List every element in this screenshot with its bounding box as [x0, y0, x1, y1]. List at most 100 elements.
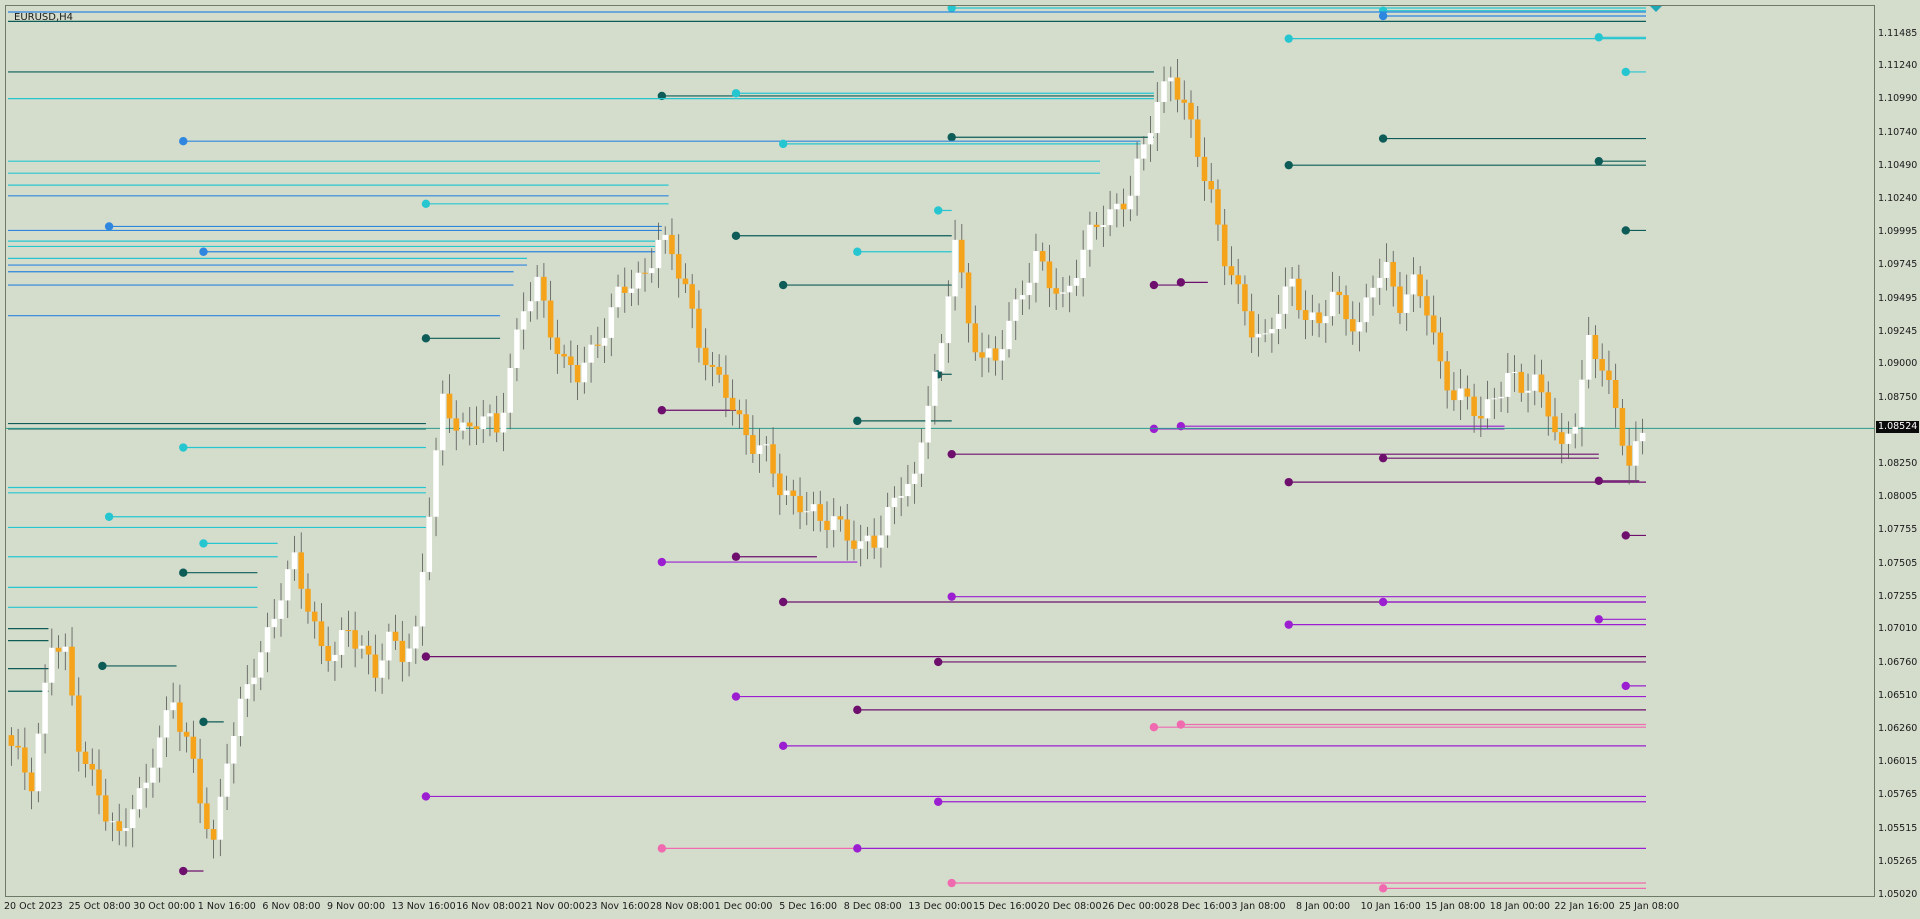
candle-body [756, 445, 763, 454]
candle-body [1350, 319, 1356, 332]
candle-body [1201, 156, 1208, 182]
candle-body [635, 272, 642, 289]
candle-body [1336, 291, 1343, 296]
candle-body [136, 788, 143, 810]
level-marker [104, 512, 114, 521]
candle-body [1619, 407, 1626, 446]
candle-body [325, 646, 331, 661]
candle-body [76, 695, 82, 752]
time-label: 28 Dec 16:00 [1166, 901, 1231, 912]
price-label: 1.09000 [1878, 358, 1918, 370]
candle-body [1457, 388, 1464, 401]
level-marker [853, 247, 862, 256]
level-marker [731, 231, 741, 240]
candle-body [588, 344, 594, 363]
candle-body [1154, 101, 1161, 134]
candle-body [399, 640, 406, 662]
level-marker [1594, 33, 1604, 42]
candle-body [1215, 189, 1221, 225]
time-label: 25 Oct 08:00 [68, 901, 131, 912]
candle-body [1633, 441, 1639, 466]
candle-body [568, 356, 574, 366]
candle-body [864, 535, 871, 542]
level-marker [421, 652, 431, 661]
price-axis[interactable]: 1.11485 1.11240 1.10990 1.10740 1.10490 1.102… [1874, 5, 1920, 900]
candle-body [1403, 294, 1410, 313]
candle-body [790, 490, 797, 496]
candle-body [1012, 299, 1019, 321]
candle-body [1505, 372, 1511, 397]
candle-body [1525, 390, 1531, 393]
level-marker [853, 844, 862, 853]
candle-body [1471, 396, 1477, 417]
level-marker [778, 741, 788, 751]
time-label: 10 Jan 16:00 [1360, 901, 1421, 912]
candle-body [1228, 266, 1235, 276]
candle-body [507, 367, 513, 413]
level-marker [1378, 453, 1388, 463]
candle-body [797, 495, 803, 513]
candle-body [729, 397, 736, 411]
candle-body [918, 442, 925, 474]
candle-body [1019, 295, 1026, 300]
candle-body [1410, 274, 1417, 295]
candle-body [210, 829, 217, 840]
candle-body [251, 677, 257, 685]
candle-body [1356, 322, 1363, 332]
price-label: 1.07505 [1878, 557, 1918, 569]
candle-body [177, 702, 183, 732]
candle-body [318, 621, 325, 647]
candle-body [648, 268, 655, 274]
candle-body [284, 569, 291, 601]
candle-body [723, 374, 729, 398]
plot-area[interactable]: EURUSD,H4 [5, 5, 1875, 897]
candle-body [520, 311, 527, 330]
candle-body [696, 308, 702, 348]
level-marker [1378, 597, 1388, 607]
candle-body [750, 435, 756, 454]
candle-body [1033, 251, 1039, 283]
time-axis[interactable]: 20 Oct 2023 25 Oct 08:00 30 Oct 00:00 1 Nov… [0, 897, 1874, 919]
level-marker [1594, 615, 1604, 624]
candle-body [1134, 158, 1140, 196]
candle-body [938, 343, 945, 372]
price-label: 1.05020 [1878, 888, 1918, 900]
time-label: 13 Nov 16:00 [391, 901, 456, 912]
candle-body [804, 511, 810, 513]
candle-body [1478, 416, 1484, 419]
candle-body [1639, 432, 1646, 442]
candle-body [258, 652, 264, 678]
candle-body [655, 239, 662, 269]
level-marker [421, 334, 431, 343]
candle-body [972, 323, 979, 353]
candle-body [743, 414, 749, 436]
candle-body [298, 552, 304, 589]
candle-body [433, 450, 439, 517]
level-marker [778, 280, 788, 290]
level-marker [1149, 722, 1159, 732]
candle-body [231, 736, 237, 764]
level-marker [1176, 278, 1186, 287]
candle-body [1565, 433, 1572, 444]
candle-body [702, 347, 709, 366]
candle-body [675, 254, 682, 279]
candle-body [1073, 277, 1080, 286]
time-label: 15 Dec 16:00 [973, 901, 1037, 912]
candle-body [810, 504, 817, 512]
price-label: 1.06015 [1878, 755, 1918, 767]
candle-body [777, 473, 783, 496]
level-marker [421, 792, 431, 801]
candle-body [844, 519, 850, 541]
candle-body [1046, 261, 1053, 289]
candle-body [311, 611, 318, 622]
price-label: 1.06510 [1878, 690, 1918, 702]
candle-body [1120, 203, 1127, 210]
candle-body [150, 767, 156, 783]
candle-body [1282, 286, 1289, 314]
candle-body [278, 600, 284, 619]
level-marker [731, 552, 741, 561]
time-label: 21 Nov 00:00 [520, 901, 585, 912]
time-label: 6 Nov 08:00 [262, 901, 321, 912]
candle-body [49, 647, 55, 683]
